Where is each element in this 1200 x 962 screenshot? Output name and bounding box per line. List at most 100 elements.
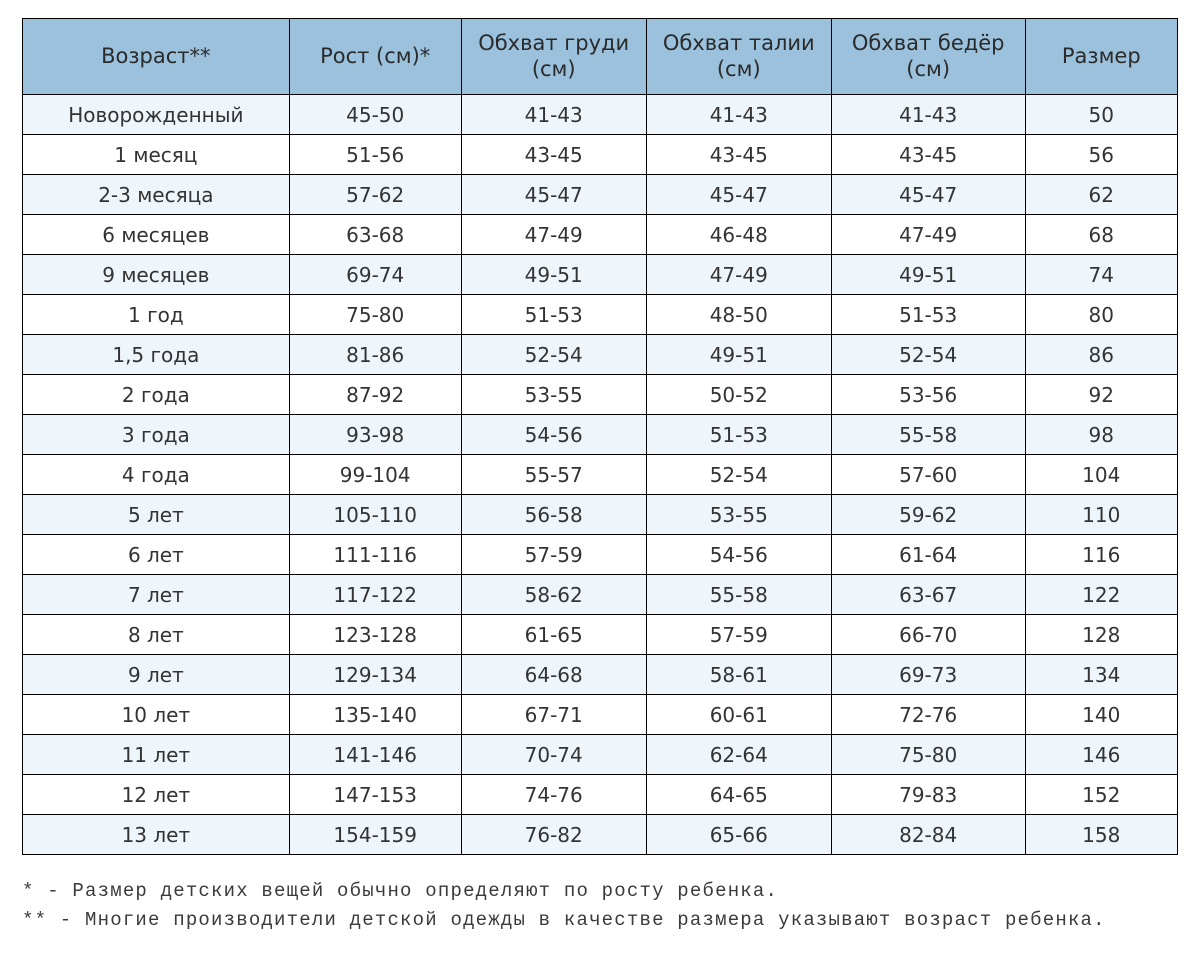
table-cell: 55-58	[831, 415, 1025, 455]
size-chart-table: Возраст** Рост (см)* Обхват груди (см) О…	[22, 18, 1178, 855]
footnote-2: ** - Многие производители детской одежды…	[22, 906, 1178, 935]
table-row: 2-3 месяца57-6245-4745-4745-4762	[23, 175, 1178, 215]
col-age: Возраст**	[23, 19, 290, 95]
table-body: Новорожденный45-5041-4341-4341-43501 мес…	[23, 95, 1178, 855]
table-cell: 80	[1025, 295, 1177, 335]
table-cell: 152	[1025, 775, 1177, 815]
table-cell: 82-84	[831, 815, 1025, 855]
table-row: 1 месяц51-5643-4543-4543-4556	[23, 135, 1178, 175]
table-cell: 53-55	[461, 375, 646, 415]
table-cell: 2-3 месяца	[23, 175, 290, 215]
table-cell: 1 год	[23, 295, 290, 335]
table-cell: 54-56	[461, 415, 646, 455]
table-row: 6 лет111-11657-5954-5661-64116	[23, 535, 1178, 575]
table-cell: 99-104	[289, 455, 461, 495]
table-cell: 75-80	[831, 735, 1025, 775]
table-cell: 61-64	[831, 535, 1025, 575]
table-row: 9 лет129-13464-6858-6169-73134	[23, 655, 1178, 695]
col-hips: Обхват бедёр (см)	[831, 19, 1025, 95]
table-cell: 128	[1025, 615, 1177, 655]
table-cell: 7 лет	[23, 575, 290, 615]
footnote-1: * - Размер детских вещей обычно определя…	[22, 877, 1178, 906]
table-cell: 62-64	[646, 735, 831, 775]
col-size: Размер	[1025, 19, 1177, 95]
table-cell: 63-67	[831, 575, 1025, 615]
table-cell: Новорожденный	[23, 95, 290, 135]
table-cell: 58-62	[461, 575, 646, 615]
table-row: Новорожденный45-5041-4341-4341-4350	[23, 95, 1178, 135]
footnotes: * - Размер детских вещей обычно определя…	[22, 877, 1178, 936]
table-cell: 111-116	[289, 535, 461, 575]
table-cell: 134	[1025, 655, 1177, 695]
table-cell: 50	[1025, 95, 1177, 135]
table-cell: 64-68	[461, 655, 646, 695]
table-row: 13 лет154-15976-8265-6682-84158	[23, 815, 1178, 855]
table-cell: 45-47	[461, 175, 646, 215]
table-cell: 46-48	[646, 215, 831, 255]
table-cell: 51-53	[831, 295, 1025, 335]
table-cell: 69-73	[831, 655, 1025, 695]
col-chest: Обхват груди (см)	[461, 19, 646, 95]
table-cell: 47-49	[646, 255, 831, 295]
table-cell: 64-65	[646, 775, 831, 815]
table-cell: 49-51	[831, 255, 1025, 295]
table-cell: 56	[1025, 135, 1177, 175]
table-cell: 9 месяцев	[23, 255, 290, 295]
table-cell: 129-134	[289, 655, 461, 695]
table-cell: 54-56	[646, 535, 831, 575]
page: Возраст** Рост (см)* Обхват груди (см) О…	[0, 0, 1200, 962]
table-cell: 105-110	[289, 495, 461, 535]
table-cell: 43-45	[831, 135, 1025, 175]
table-cell: 47-49	[831, 215, 1025, 255]
table-cell: 5 лет	[23, 495, 290, 535]
table-cell: 57-62	[289, 175, 461, 215]
col-waist: Обхват талии (см)	[646, 19, 831, 95]
table-cell: 6 лет	[23, 535, 290, 575]
table-cell: 41-43	[831, 95, 1025, 135]
table-row: 1,5 года81-8652-5449-5152-5486	[23, 335, 1178, 375]
table-cell: 81-86	[289, 335, 461, 375]
table-cell: 52-54	[646, 455, 831, 495]
table-cell: 56-58	[461, 495, 646, 535]
table-cell: 51-53	[461, 295, 646, 335]
table-cell: 140	[1025, 695, 1177, 735]
table-cell: 68	[1025, 215, 1177, 255]
table-cell: 2 года	[23, 375, 290, 415]
table-cell: 66-70	[831, 615, 1025, 655]
table-cell: 79-83	[831, 775, 1025, 815]
table-cell: 52-54	[831, 335, 1025, 375]
table-cell: 45-50	[289, 95, 461, 135]
table-cell: 8 лет	[23, 615, 290, 655]
table-cell: 75-80	[289, 295, 461, 335]
table-cell: 69-74	[289, 255, 461, 295]
table-cell: 104	[1025, 455, 1177, 495]
table-cell: 55-58	[646, 575, 831, 615]
table-cell: 11 лет	[23, 735, 290, 775]
table-cell: 53-56	[831, 375, 1025, 415]
table-cell: 141-146	[289, 735, 461, 775]
table-cell: 4 года	[23, 455, 290, 495]
table-cell: 86	[1025, 335, 1177, 375]
table-header: Возраст** Рост (см)* Обхват груди (см) О…	[23, 19, 1178, 95]
table-cell: 51-56	[289, 135, 461, 175]
table-cell: 57-59	[646, 615, 831, 655]
table-cell: 74	[1025, 255, 1177, 295]
table-cell: 45-47	[646, 175, 831, 215]
table-cell: 1,5 года	[23, 335, 290, 375]
table-cell: 123-128	[289, 615, 461, 655]
table-cell: 12 лет	[23, 775, 290, 815]
table-cell: 154-159	[289, 815, 461, 855]
table-row: 9 месяцев69-7449-5147-4949-5174	[23, 255, 1178, 295]
table-cell: 55-57	[461, 455, 646, 495]
table-cell: 51-53	[646, 415, 831, 455]
table-cell: 147-153	[289, 775, 461, 815]
table-cell: 3 года	[23, 415, 290, 455]
table-cell: 48-50	[646, 295, 831, 335]
table-cell: 92	[1025, 375, 1177, 415]
table-cell: 13 лет	[23, 815, 290, 855]
table-cell: 58-61	[646, 655, 831, 695]
table-row: 1 год75-8051-5348-5051-5380	[23, 295, 1178, 335]
table-row: 5 лет105-11056-5853-5559-62110	[23, 495, 1178, 535]
table-cell: 61-65	[461, 615, 646, 655]
table-cell: 70-74	[461, 735, 646, 775]
